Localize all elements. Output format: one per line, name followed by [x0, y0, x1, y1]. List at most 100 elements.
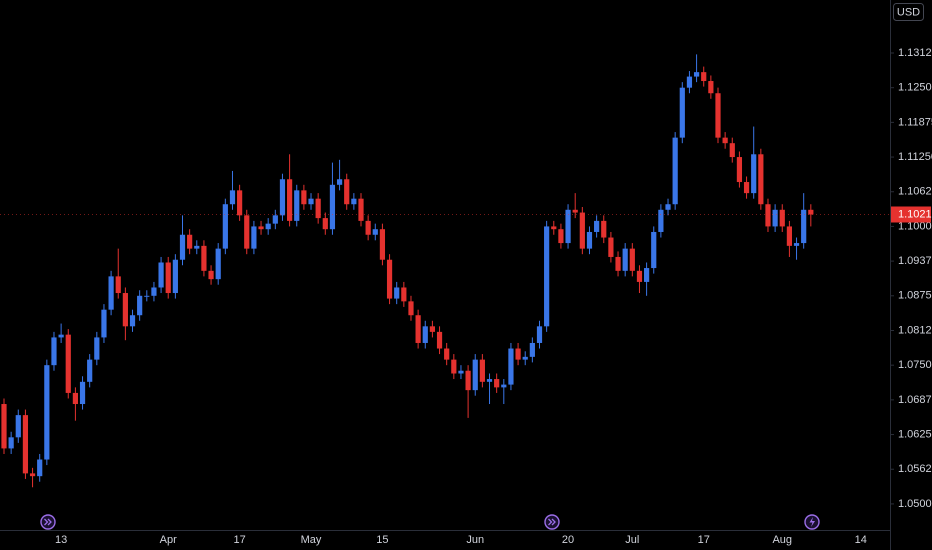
- candle-body: [72, 392, 78, 405]
- y-tick-label: 1.11250: [898, 151, 932, 163]
- candle-body: [158, 262, 164, 288]
- x-tick-label: 13: [55, 534, 67, 546]
- y-tick-label: 1.13125: [898, 47, 932, 59]
- candle-body: [486, 379, 493, 382]
- candle-body: [722, 137, 728, 144]
- candle-body: [336, 179, 343, 185]
- x-tick-label: Aug: [772, 534, 792, 546]
- candle-body: [808, 209, 814, 215]
- candle-body: [22, 415, 29, 474]
- currency-box[interactable]: [893, 3, 924, 21]
- candle-body: [479, 359, 485, 382]
- candle-body: [208, 270, 214, 280]
- candle-body: [522, 356, 528, 360]
- candle-body: [715, 93, 721, 138]
- candle-body: [279, 179, 286, 216]
- candle-body: [122, 293, 128, 327]
- candle-body: [579, 212, 585, 249]
- candle-body: [65, 334, 71, 393]
- candle-body: [379, 229, 386, 260]
- y-tick-label: 1.10000: [898, 220, 932, 232]
- candle-body: [408, 301, 414, 316]
- candle-body: [736, 157, 743, 183]
- x-tick-label: 17: [233, 534, 245, 546]
- candle-body: [58, 334, 64, 338]
- y-tick-label: 1.09375: [898, 255, 932, 267]
- candle-body: [608, 237, 614, 257]
- event-icon[interactable]: [40, 514, 56, 530]
- candle-body: [622, 248, 628, 271]
- candle-body: [358, 198, 364, 221]
- candle-body: [301, 190, 307, 205]
- candle-body: [244, 215, 250, 249]
- candle-body: [258, 226, 264, 230]
- x-tick-label: 17: [698, 534, 710, 546]
- candle-body: [765, 204, 771, 227]
- candle-body: [686, 76, 693, 88]
- candle-body: [101, 309, 107, 338]
- candle-body: [572, 209, 578, 213]
- event-icon[interactable]: [544, 514, 560, 530]
- candle-body: [315, 198, 321, 219]
- candle-body: [344, 179, 350, 205]
- candle-body: [108, 276, 114, 310]
- candle-body: [79, 381, 86, 405]
- candle-body: [458, 370, 464, 374]
- candle-body: [165, 262, 171, 294]
- candle-body: [322, 218, 328, 230]
- candle-body: [144, 295, 150, 297]
- candle-body: [565, 209, 571, 244]
- candle-body: [708, 81, 714, 94]
- candle-body: [701, 72, 707, 82]
- x-tick-label: May: [301, 534, 322, 546]
- candle-body: [386, 259, 393, 299]
- candle-body: [44, 365, 50, 460]
- candle-body: [222, 204, 228, 249]
- candle-body: [308, 198, 314, 205]
- y-tick-label: 1.05000: [898, 498, 932, 510]
- event-icon[interactable]: [804, 514, 820, 530]
- candle-body: [329, 184, 336, 230]
- candle-body: [137, 295, 143, 316]
- x-tick-label: Apr: [160, 534, 177, 546]
- y-tick-label: 1.07500: [898, 359, 932, 371]
- candle-body: [651, 231, 657, 269]
- candle-body: [201, 245, 207, 271]
- candle-body: [294, 190, 300, 221]
- candle-body: [229, 190, 236, 205]
- candle-body: [793, 243, 800, 246]
- candle-body: [429, 326, 435, 332]
- y-tick-label: 1.10625: [898, 186, 932, 198]
- candle-body: [679, 87, 685, 138]
- candle-body: [94, 337, 100, 360]
- candle-body: [801, 209, 807, 244]
- currency-label: USD: [897, 6, 920, 18]
- candle-body: [351, 198, 357, 205]
- candle-body: [615, 256, 621, 271]
- x-tick-label: 14: [855, 534, 867, 546]
- candle-body: [544, 226, 550, 327]
- candle-body: [372, 229, 378, 235]
- candle-body: [758, 154, 764, 205]
- candle-body: [401, 287, 407, 302]
- candle-body: [644, 268, 650, 282]
- last-price-label: 1.10215: [898, 208, 932, 220]
- candle-body: [586, 231, 593, 249]
- candle-body: [751, 154, 757, 194]
- candle-body: [115, 276, 121, 294]
- candle-body: [394, 287, 400, 299]
- candle-body: [729, 143, 735, 158]
- x-tick-label: 15: [376, 534, 388, 546]
- candle-body: [779, 209, 785, 227]
- candle-body: [194, 245, 200, 249]
- candle-body: [601, 220, 607, 238]
- candle-body: [51, 337, 57, 366]
- candle-body: [672, 137, 678, 205]
- candle-body: [558, 229, 564, 244]
- candle-body: [444, 348, 450, 360]
- candle-body: [472, 359, 478, 391]
- candle-body: [8, 437, 14, 449]
- candle-body: [451, 359, 457, 374]
